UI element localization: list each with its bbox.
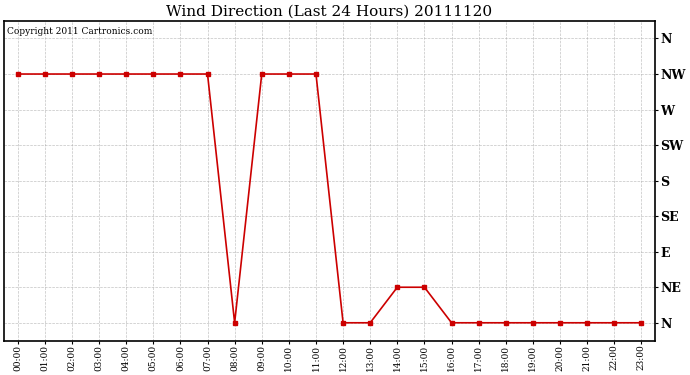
Title: Wind Direction (Last 24 Hours) 20111120: Wind Direction (Last 24 Hours) 20111120 [166, 4, 493, 18]
Text: Copyright 2011 Cartronics.com: Copyright 2011 Cartronics.com [8, 27, 152, 36]
